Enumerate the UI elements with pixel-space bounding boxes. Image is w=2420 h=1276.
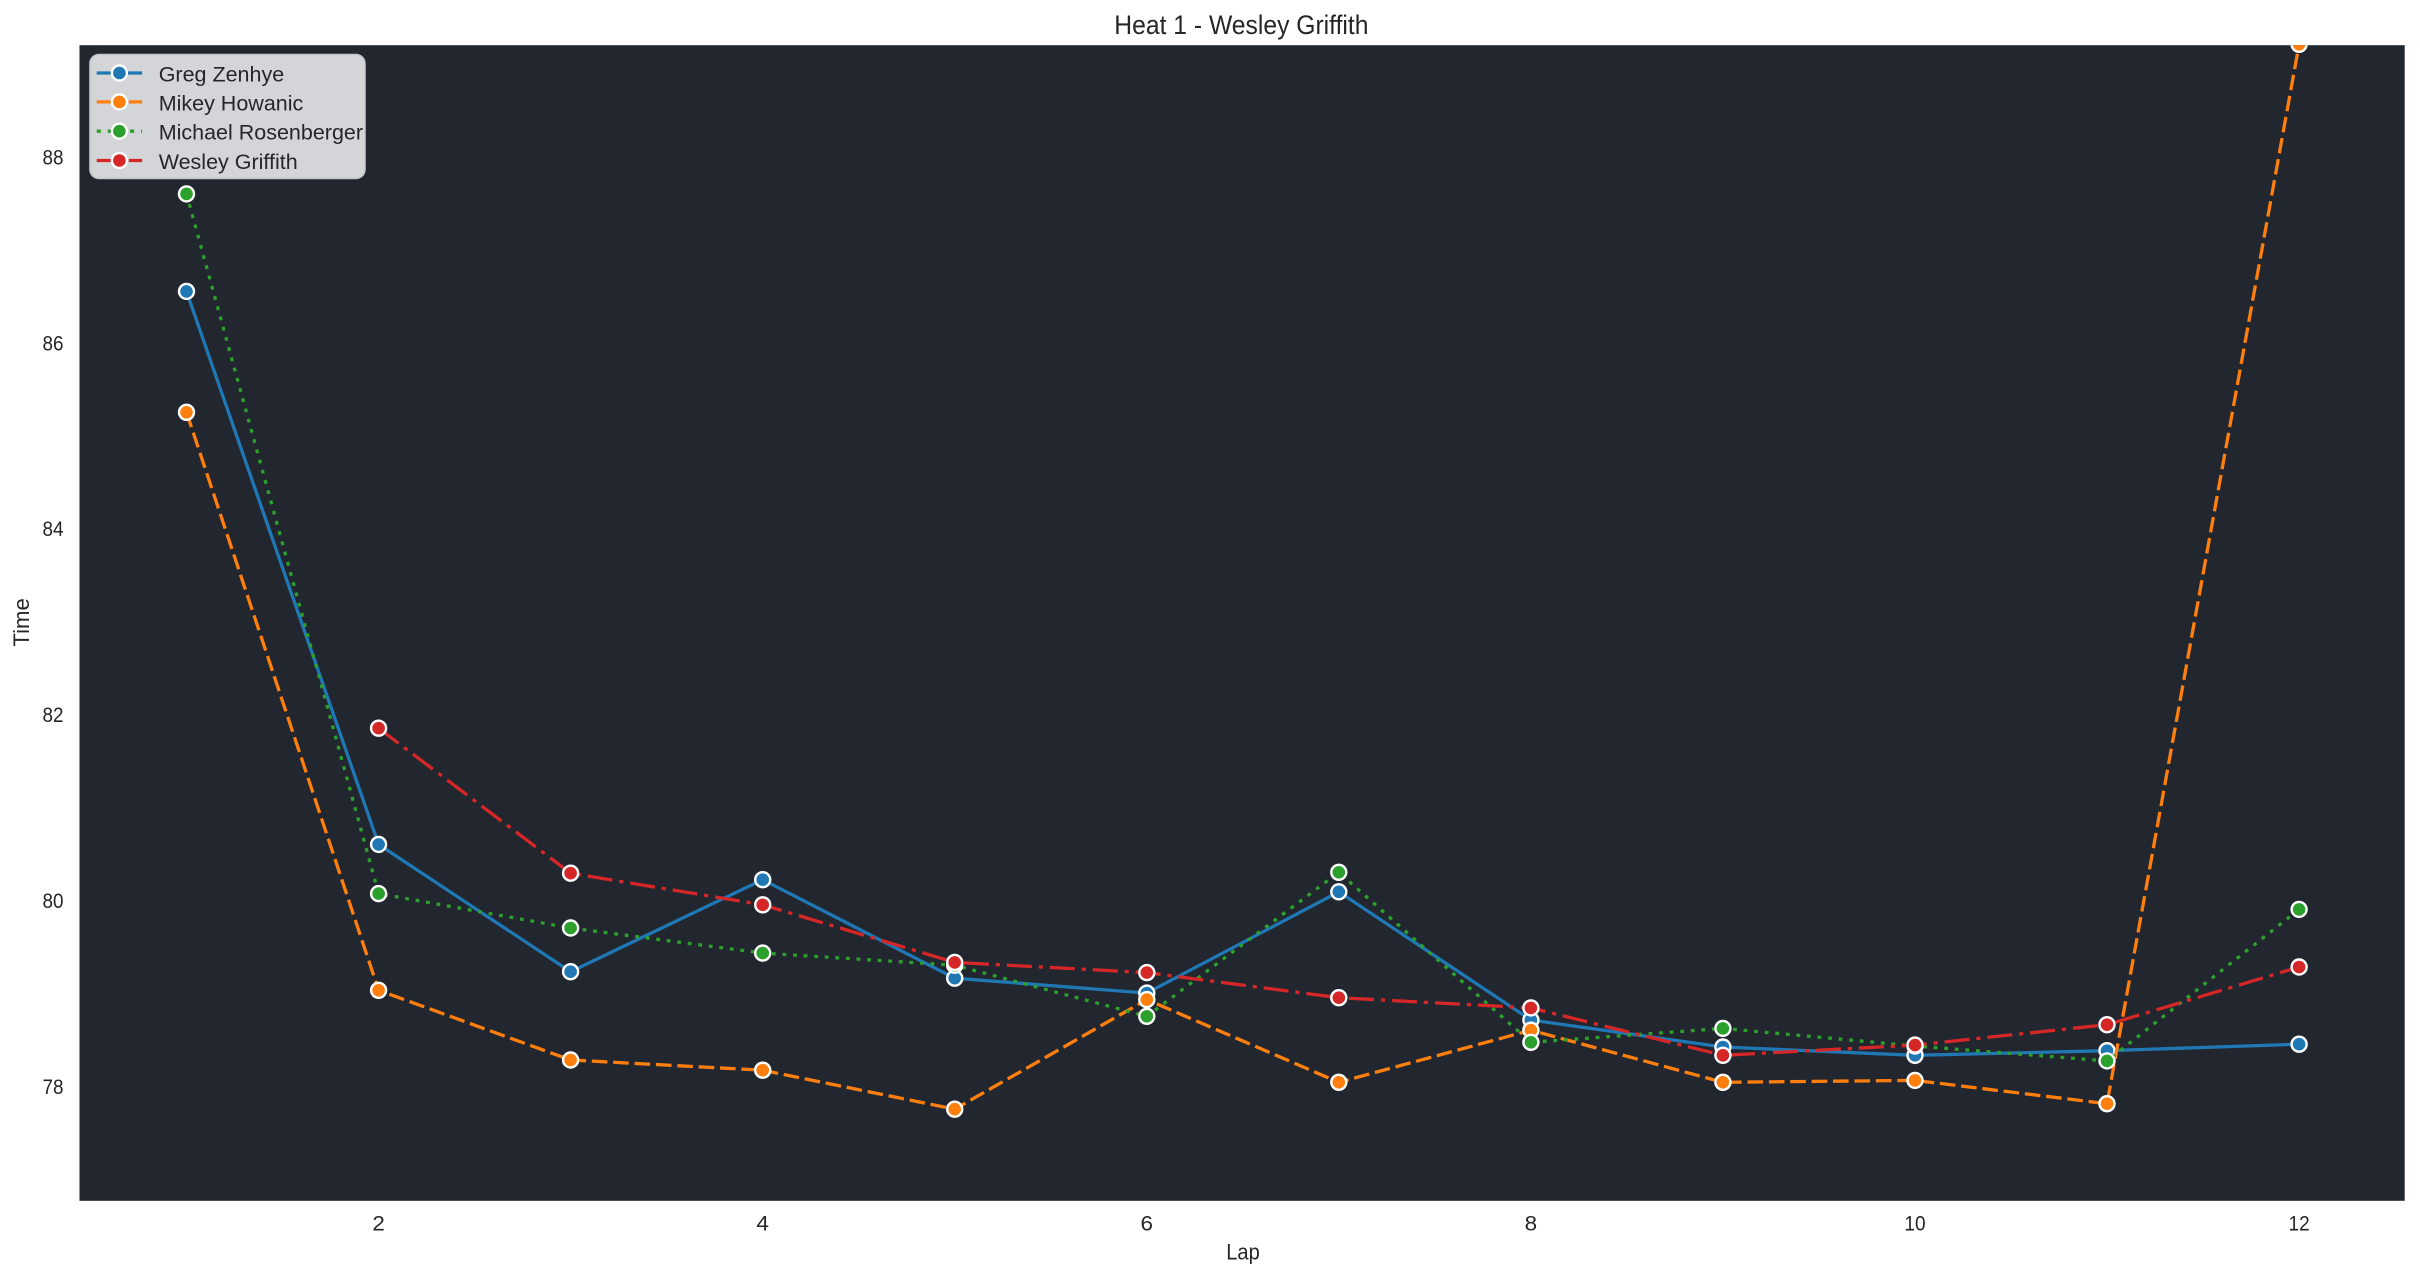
svg-text:Michael Rosenberger: Michael Rosenberger	[159, 121, 363, 145]
svg-text:80: 80	[43, 889, 64, 913]
svg-text:88: 88	[43, 145, 64, 169]
svg-text:Greg Zenhye: Greg Zenhye	[159, 62, 284, 86]
svg-text:78: 78	[43, 1075, 64, 1099]
svg-text:12: 12	[2289, 1212, 2310, 1236]
svg-text:Heat 1 - Wesley Griffith: Heat 1 - Wesley Griffith	[1114, 10, 1368, 40]
svg-text:Lap: Lap	[1226, 1240, 1260, 1265]
svg-text:6: 6	[1141, 1212, 1154, 1236]
svg-text:10: 10	[1904, 1212, 1925, 1236]
svg-text:86: 86	[43, 331, 64, 355]
svg-text:Mikey Howanic: Mikey Howanic	[159, 91, 304, 115]
svg-text:Wesley Griffith: Wesley Griffith	[159, 150, 298, 174]
svg-text:4: 4	[756, 1212, 769, 1236]
svg-text:82: 82	[43, 703, 64, 727]
svg-text:84: 84	[43, 517, 64, 541]
svg-text:2: 2	[372, 1212, 385, 1236]
svg-text:Time: Time	[9, 598, 34, 647]
svg-text:8: 8	[1525, 1212, 1538, 1236]
